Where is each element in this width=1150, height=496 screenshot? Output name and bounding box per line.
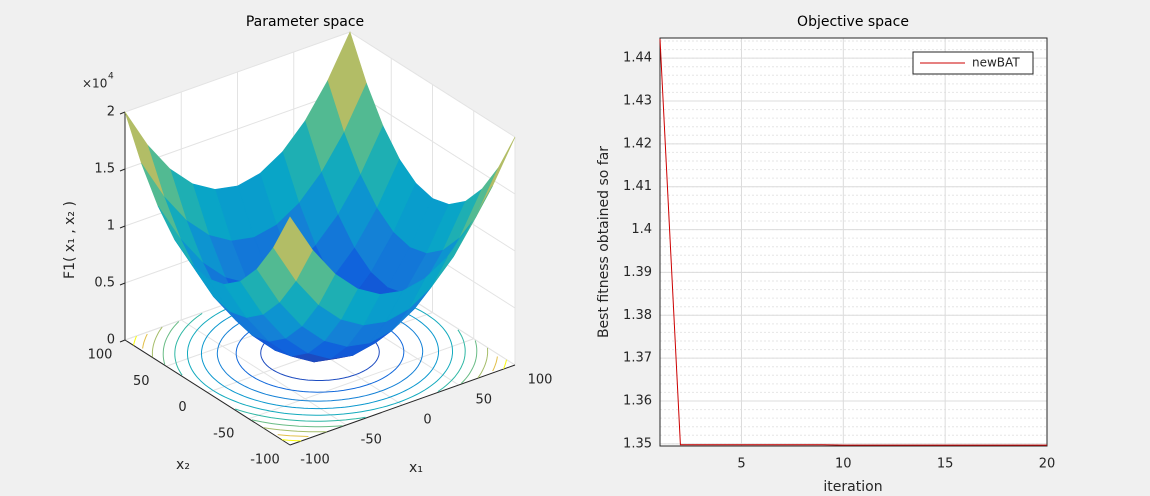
grid-line	[124, 31, 351, 113]
z-tick	[119, 168, 126, 172]
x-tick-label: -50	[361, 433, 382, 448]
grid-line	[248, 338, 474, 420]
y-tick-label: 100	[88, 348, 113, 363]
axis-line	[289, 364, 516, 446]
z-tick	[119, 111, 126, 115]
y-tick-label: 1.43	[623, 94, 652, 109]
y-tick-label: -50	[213, 426, 234, 441]
y-tick-label: -100	[250, 453, 280, 468]
surface-patch	[273, 216, 313, 282]
y-tick-label: 50	[133, 374, 150, 389]
z-tick-label: 0.5	[94, 276, 115, 291]
x-tick-label: 10	[835, 457, 852, 472]
x-tick-label: 5	[737, 457, 745, 472]
x-axis-label: x₁	[409, 460, 423, 476]
y-tick-label: 0	[178, 400, 186, 415]
x-axis-label: iteration	[823, 479, 882, 495]
chart-title: Objective space	[797, 14, 909, 30]
z-tick-label: 1	[107, 219, 115, 234]
axis-line	[124, 339, 291, 446]
y-tick-label: 1.41	[623, 179, 652, 194]
legend-label: newBAT	[972, 56, 1020, 70]
z-tick-label: 2	[107, 105, 115, 120]
line	[659, 38, 1047, 446]
grid-line	[124, 88, 351, 170]
x-tick-label: 100	[528, 373, 553, 388]
exponent-power: 4	[108, 72, 114, 82]
x-tick-label: 0	[423, 413, 431, 428]
y-tick-label: 1.42	[623, 136, 652, 151]
plot-area	[660, 38, 1047, 446]
y-axis-label: x₂	[176, 457, 190, 473]
x-tick-label: -100	[300, 453, 330, 468]
z-axis-label: F1( x₁ , x₂ )	[62, 201, 78, 279]
y-tick-label: 1.35	[623, 436, 652, 451]
axes-box	[659, 37, 1048, 447]
x-tick-label: 15	[937, 457, 954, 472]
x-tick-label: 50	[475, 393, 492, 408]
z-tick-label: 0	[107, 333, 115, 348]
legend-box	[912, 51, 1034, 75]
y-tick-label: 1.44	[623, 51, 652, 66]
y-tick-label: 1.38	[623, 308, 652, 323]
z-tick	[119, 339, 126, 343]
y-tick-label: 1.37	[623, 351, 652, 366]
x-tick-label: 20	[1039, 457, 1056, 472]
y-axis-label: Best fitness obtained so far	[596, 146, 612, 338]
chart-title: Parameter space	[246, 14, 364, 30]
y-tick-label: 1.4	[631, 222, 652, 237]
z-tick	[119, 225, 126, 229]
z-tick	[119, 282, 126, 286]
grid-line	[349, 88, 516, 195]
z-tick-label: 1.5	[94, 162, 115, 177]
exponent-base: ×10	[82, 77, 107, 91]
y-tick-label: 1.39	[623, 265, 652, 280]
grid-line	[349, 31, 516, 138]
y-tick-label: 1.36	[623, 394, 652, 409]
